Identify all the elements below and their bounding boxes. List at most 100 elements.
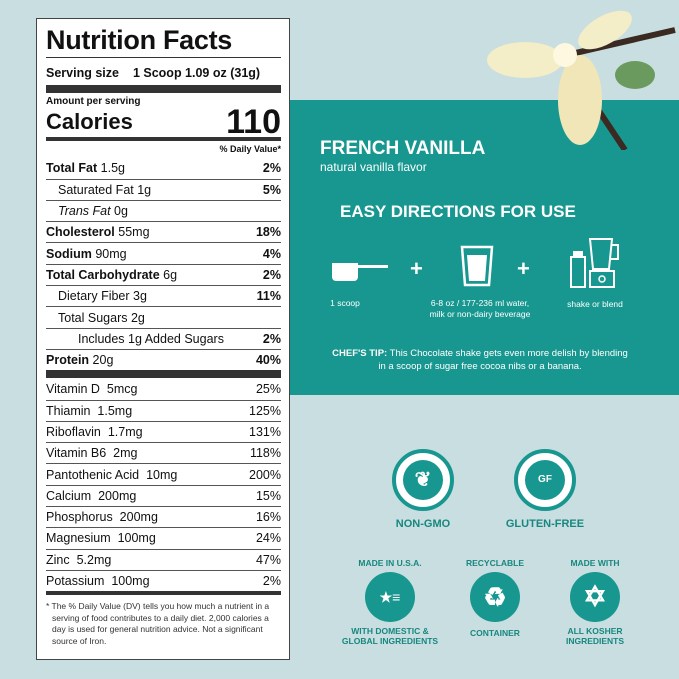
shaker-blender-icon	[570, 238, 619, 288]
recycle-top: RECYCLABLE	[465, 558, 525, 568]
tip-text: This Chocolate shake gets even more deli…	[378, 348, 628, 372]
usa-top: MADE IN U.S.A.	[358, 558, 422, 568]
tip-label: CHEF'S TIP:	[332, 348, 388, 359]
vitamin-name: Thiamin 1.5mg	[46, 403, 133, 418]
calories-row: Calories 110	[46, 103, 281, 142]
gf-text: GF	[525, 460, 565, 500]
vitamin-name: Magnesium 100mg	[46, 531, 156, 546]
vitamin-dv: 25%	[255, 381, 281, 396]
vitamin-row: Thiamin 1.5mg 125%	[46, 399, 281, 421]
vitamin-row: Potassium 100mg 2%	[46, 569, 281, 591]
footnote: * The % Daily Value (DV) tells you how m…	[46, 601, 270, 646]
vitamin-row: Vitamin D 5mcg 25%	[46, 378, 281, 399]
nutrient-name: Total Sugars 2g	[58, 310, 145, 325]
vitamin-name: Pantothenic Acid 10mg	[46, 467, 178, 482]
made-in-usa-badge: MADE IN U.S.A. ★≡ WITH DOMESTIC & GLOBAL…	[340, 558, 440, 646]
nutrient-row: Protein 20g 40%	[46, 348, 281, 370]
vitamin-row: Zinc 5.2mg 47%	[46, 548, 281, 570]
vitamin-dv: 15%	[255, 488, 281, 503]
vitamin-name: Riboflavin 1.7mg	[46, 425, 143, 439]
vitamin-dv: 200%	[249, 467, 281, 482]
nutrient-name: Sodium 90mg	[46, 246, 127, 261]
nutrient-dv: 2%	[262, 160, 281, 175]
nutrient-row: Total Sugars 2g	[46, 306, 281, 327]
nutrient-dv: 4%	[262, 246, 281, 261]
nutrient-name: Cholesterol 55mg	[46, 225, 150, 240]
leaf-icon: ❦	[392, 449, 454, 511]
serving-size-row: Serving size 1 Scoop 1.09 oz (31g)	[46, 62, 281, 83]
nutrient-dv: 40%	[255, 353, 281, 368]
vitamin-row: Riboflavin 1.7mg 131%	[46, 420, 281, 442]
nutrient-row: Total Carbohydrate 6g 2%	[46, 263, 281, 285]
star-of-david-icon: ✡	[570, 572, 620, 622]
nutrient-name: Dietary Fiber 3g	[58, 289, 147, 304]
vitamin-name: Calcium 200mg	[46, 488, 137, 503]
calories-value: 110	[226, 103, 281, 142]
nutrient-row: Saturated Fat 1g 5%	[46, 178, 281, 200]
dv-header: % Daily Value*	[219, 144, 281, 155]
flavor-sub: natural vanilla flavor	[320, 160, 427, 174]
nutrient-dv: 2%	[262, 331, 281, 346]
calories-label: Calories	[46, 109, 133, 135]
vanilla-flower-image	[487, 10, 676, 150]
divider	[46, 85, 281, 94]
vitamin-row: Phosphorus 200mg 16%	[46, 506, 281, 527]
nutrition-facts-label: Nutrition Facts Serving size 1 Scoop 1.0…	[36, 18, 290, 660]
non-gmo-badge: ❦ NON-GMO	[388, 445, 458, 530]
step1-label: 1 scoop	[330, 298, 360, 308]
nutrient-row: Dietary Fiber 3g 11%	[46, 285, 281, 306]
recycle-icon: ♻	[470, 572, 520, 622]
step3-label: shake or blend	[567, 299, 623, 309]
nutrient-name: Includes 1g Added Sugars	[78, 331, 224, 346]
amount-per-serving: Amount per serving	[46, 96, 141, 108]
usa-bottom: WITH DOMESTIC & GLOBAL INGREDIENTS	[341, 626, 439, 646]
nutrient-dv: 5%	[262, 182, 281, 197]
vitamin-row: Calcium 200mg 15%	[46, 484, 281, 506]
nutrient-row: Trans Fat 0g	[46, 199, 281, 221]
step2-label: 6-8 oz / 177-236 ml water, milk or non-d…	[429, 298, 531, 319]
vitamin-name: Phosphorus 200mg	[46, 510, 158, 525]
vitamin-name: Vitamin B6 2mg	[46, 446, 138, 461]
plus-icon: +	[410, 256, 423, 281]
nutrient-name: Total Fat 1.5g	[46, 160, 125, 175]
vitamin-dv: 131%	[249, 425, 281, 439]
serving-value: 1 Scoop 1.09 oz (31g)	[132, 65, 261, 80]
plus-icon: +	[517, 256, 530, 281]
kosher-badge: MADE WITH ✡ ALL KOSHER INGREDIENTS	[555, 558, 635, 646]
vitamin-row: Pantothenic Acid 10mg 200%	[46, 463, 281, 484]
scoop-icon	[332, 263, 388, 281]
vitamin-name: Vitamin D 5mcg	[46, 381, 138, 396]
recyclable-badge: RECYCLABLE ♻ CONTAINER	[455, 558, 535, 638]
divider	[46, 591, 281, 596]
nutrition-title: Nutrition Facts	[46, 23, 281, 58]
nutrient-name: Saturated Fat 1g	[58, 182, 152, 197]
nutrient-row: Cholesterol 55mg 18%	[46, 221, 281, 242]
vitamin-dv: 118%	[249, 446, 281, 461]
vitamin-dv: 125%	[249, 403, 281, 418]
nutrient-dv: 2%	[262, 267, 281, 282]
non-gmo-label: NON-GMO	[395, 518, 451, 530]
vitamin-dv: 2%	[262, 574, 281, 589]
wheat-crossed-icon: GF	[514, 449, 576, 511]
chefs-tip: CHEF'S TIP: This Chocolate shake gets ev…	[330, 347, 630, 373]
vitamin-row: Vitamin B6 2mg 118%	[46, 442, 281, 463]
vitamin-dv: 24%	[255, 531, 281, 546]
nutrient-row: Sodium 90mg 4%	[46, 242, 281, 263]
vitamin-name: Zinc 5.2mg	[46, 552, 112, 567]
divider	[46, 370, 281, 379]
nutrient-name: Protein 20g	[46, 353, 114, 368]
recycle-bottom: CONTAINER	[470, 628, 520, 638]
directions-title: EASY DIRECTIONS FOR USE	[340, 202, 576, 221]
nutrient-row: Includes 1g Added Sugars 2%	[46, 327, 281, 349]
nutrient-row: Total Fat 1.5g 2%	[46, 157, 281, 178]
kosher-top: MADE WITH	[570, 558, 620, 568]
gluten-free-label: GLUTEN-FREE	[505, 518, 585, 530]
flavor-name: FRENCH VANILLA	[320, 138, 486, 159]
vitamin-dv: 47%	[255, 552, 281, 567]
vitamin-name: Potassium 100mg	[46, 574, 150, 589]
serving-label: Serving size	[46, 65, 119, 80]
kosher-bottom: ALL KOSHER INGREDIENTS	[565, 626, 625, 646]
nutrient-dv: 18%	[255, 225, 281, 240]
nutrient-name: Trans Fat 0g	[58, 204, 128, 219]
divider	[46, 137, 281, 142]
